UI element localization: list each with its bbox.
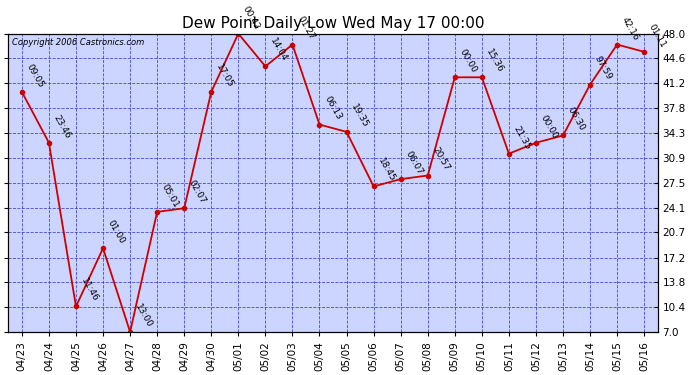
Text: 01:11: 01:11: [647, 22, 668, 49]
Text: 14:04: 14:04: [268, 37, 289, 64]
Text: 09:05: 09:05: [25, 62, 46, 89]
Text: 06:13: 06:13: [322, 95, 343, 122]
Text: 97:59: 97:59: [593, 55, 613, 82]
Text: 20:57: 20:57: [431, 146, 451, 173]
Text: 01:00: 01:00: [106, 219, 126, 246]
Text: 18:45: 18:45: [376, 157, 397, 184]
Text: 13:00: 13:00: [133, 302, 154, 329]
Title: Dew Point Daily Low Wed May 17 00:00: Dew Point Daily Low Wed May 17 00:00: [181, 16, 484, 31]
Text: 17:05: 17:05: [214, 62, 235, 89]
Text: 42:16: 42:16: [620, 15, 640, 42]
Text: 02:07: 02:07: [187, 178, 208, 206]
Text: 15:36: 15:36: [484, 48, 505, 75]
Text: 00:00: 00:00: [457, 48, 478, 75]
Text: 19:35: 19:35: [349, 102, 370, 129]
Text: 00:42: 00:42: [241, 4, 262, 31]
Text: 23:46: 23:46: [52, 113, 72, 140]
Text: 11:46: 11:46: [79, 277, 99, 304]
Text: 05:01: 05:01: [160, 182, 181, 209]
Text: 21:35: 21:35: [512, 124, 533, 151]
Text: 00:00: 00:00: [539, 113, 560, 140]
Text: 06:30: 06:30: [566, 106, 586, 133]
Text: 01:27: 01:27: [295, 15, 316, 42]
Text: 06:07: 06:07: [404, 150, 424, 176]
Text: Copyright 2006 Castronics.com: Copyright 2006 Castronics.com: [12, 38, 144, 47]
